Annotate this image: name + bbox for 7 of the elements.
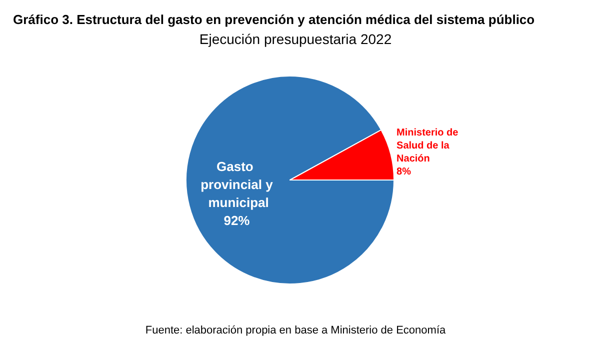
- chart-subtitle: Ejecución presupuestaria 2022: [199, 31, 392, 47]
- source-note: Fuente: elaboración propia en base a Ministerio de Economía: [145, 324, 446, 336]
- slice-label: Gasto provincial y municipal: [200, 159, 274, 210]
- data-label: 8%: [396, 166, 412, 178]
- data-label: 92%: [224, 213, 250, 228]
- slice-label: Ministerio de Salud de la Nación: [396, 128, 461, 165]
- chart-title: Gráfico 3. Estructura del gasto en prevención y atención médica del sistema público: [13, 12, 535, 27]
